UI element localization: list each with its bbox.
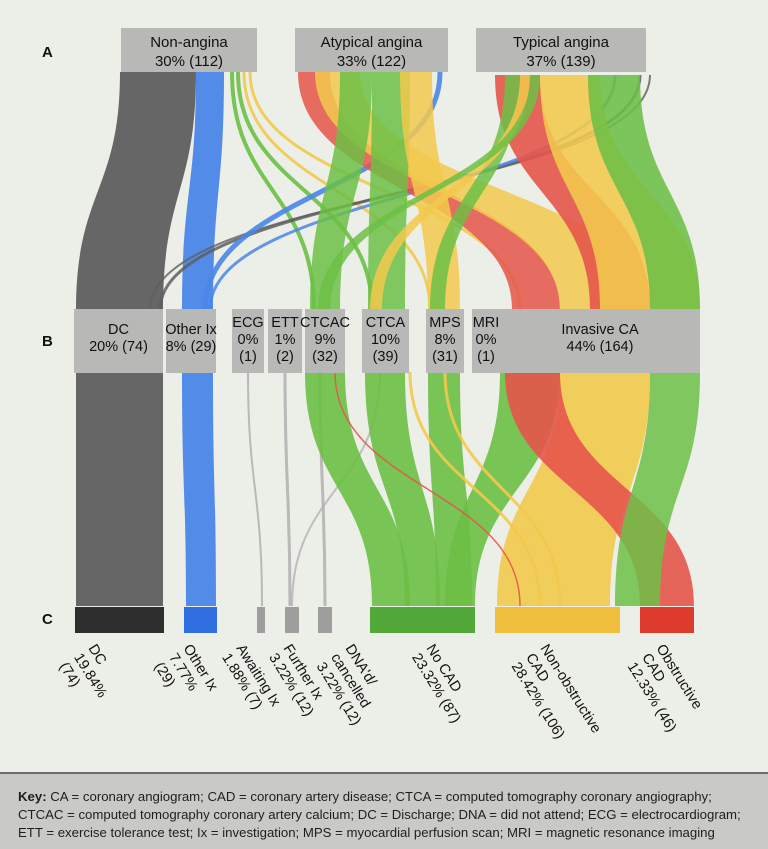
- node-c-other-label: Other Ix7.77%(29): [151, 642, 221, 695]
- node-b-ctcac: [305, 309, 345, 373]
- node-a-non_angina: [121, 28, 257, 72]
- flow-nonangina-ctcac: [230, 71, 316, 311]
- node-b-mps-line-0: MPS: [429, 315, 460, 331]
- key-title: Key:: [18, 789, 47, 804]
- node-a-atypical-value: 33% (122): [337, 53, 406, 70]
- node-a-atypical: [295, 28, 448, 72]
- labels-layer: Non-angina 30% (112) Atypical angina 33% (1…: [56, 34, 705, 742]
- node-b-mps-line-2: (31): [432, 349, 458, 365]
- node-b-dc-line-0: DC: [108, 322, 129, 338]
- flow-invasive-nonobs-green: [615, 372, 700, 606]
- row-label-a: A: [42, 44, 53, 61]
- node-a-non_angina-value: 30% (112): [155, 53, 223, 70]
- flow-typical-mps: [430, 75, 520, 310]
- flow-typical-invasive-green: [588, 75, 700, 310]
- node-c-dc: [75, 607, 164, 633]
- node-b-ett-line-2: (2): [276, 349, 294, 365]
- node-b-ctcac-line-2: (32): [312, 349, 338, 365]
- node-b-mps: [426, 309, 464, 373]
- node-b-ett: [268, 309, 302, 373]
- node-b-ett-line-1: 1%: [275, 332, 296, 348]
- node-b-ecg-line-1: 0%: [238, 332, 259, 348]
- node-c-other: [184, 607, 217, 633]
- node-b-mps-line-1: 8%: [435, 332, 456, 348]
- node-b-mri-line-1: 0%: [476, 332, 497, 348]
- flow-mps-nonobs: [443, 371, 562, 607]
- node-b-invasive-line-0: Invasive CA: [561, 322, 639, 338]
- node-b-ctcac-line-0: CTCAC: [300, 315, 350, 331]
- node-b-ctca-line-1: 10%: [371, 332, 400, 348]
- node-c-obs: [640, 607, 694, 633]
- node-a-typical-value: 37% (139): [526, 53, 595, 70]
- node-b-ecg-line-2: (1): [239, 349, 257, 365]
- node-c-nocad: [370, 607, 475, 633]
- key-line-3: ETT = exercise tolerance test; Ix = inve…: [18, 825, 715, 840]
- flow-nonangina-dc: [76, 72, 196, 310]
- node-b-dc: [74, 309, 163, 373]
- flows-layer: [76, 71, 700, 607]
- flow-ett-further: [283, 371, 292, 607]
- row-label-b: B: [42, 333, 53, 350]
- flow-ctca-nocad: [365, 372, 440, 606]
- flow-ctcac-obs: [334, 371, 521, 607]
- flow-ctca-nonobs: [408, 371, 542, 607]
- flow-typical-ctca: [370, 75, 530, 310]
- node-a-typical-name: Typical angina: [513, 34, 610, 51]
- node-c-dna: [318, 607, 332, 633]
- node-c-further: [285, 607, 299, 633]
- flow-dc-dc: [76, 372, 163, 606]
- node-b-invasive-line-1: 44% (164): [567, 339, 634, 355]
- flow-atypical-ctca: [368, 72, 410, 310]
- flow-nonangina-ctca: [236, 71, 374, 311]
- node-c-awaiting: [257, 607, 265, 633]
- key-line-2: CTCAC = computed tomography coronary art…: [18, 807, 741, 822]
- node-b-ecg-line-0: ECG: [232, 315, 263, 331]
- node-b-ecg: [232, 309, 264, 373]
- node-b-ett-line-0: ETT: [271, 315, 299, 331]
- flow-atypical-ctcac: [310, 72, 372, 310]
- nodes-layer: [74, 28, 700, 633]
- node-a-atypical-name: Atypical angina: [321, 34, 423, 51]
- node-b-other-line-1: 8% (29): [166, 339, 217, 355]
- node-a-typical: [476, 28, 646, 72]
- key-line-1: CA = coronary angiogram; CAD = coronary …: [50, 789, 712, 804]
- node-b-ctcac-line-1: 9%: [315, 332, 336, 348]
- node-b-ctca-line-2: (39): [373, 349, 399, 365]
- node-a-non_angina-name: Non-angina: [150, 34, 228, 51]
- node-b-mri: [472, 309, 500, 373]
- row-label-c: C: [42, 611, 53, 628]
- node-b-mri-line-2: (1): [477, 349, 495, 365]
- node-b-invasive: [500, 309, 700, 373]
- node-b-other: [166, 309, 216, 373]
- node-b-other-line-0: Other Ix: [165, 322, 217, 338]
- node-b-ctca: [362, 309, 409, 373]
- flow-ecg-awaiting: [247, 371, 263, 607]
- flow-ctcac-nocad: [305, 372, 410, 606]
- node-c-nonobs: [495, 607, 620, 633]
- key-legend: Key: CA = coronary angiogram; CAD = coro…: [0, 772, 768, 849]
- node-b-mri-line-0: MRI: [473, 315, 500, 331]
- node-b-dc-line-1: 20% (74): [89, 339, 148, 355]
- node-b-ctca-line-0: CTCA: [366, 315, 406, 331]
- flow-otherix-otherix: [182, 372, 216, 606]
- flow-typical-ctcac: [318, 75, 540, 310]
